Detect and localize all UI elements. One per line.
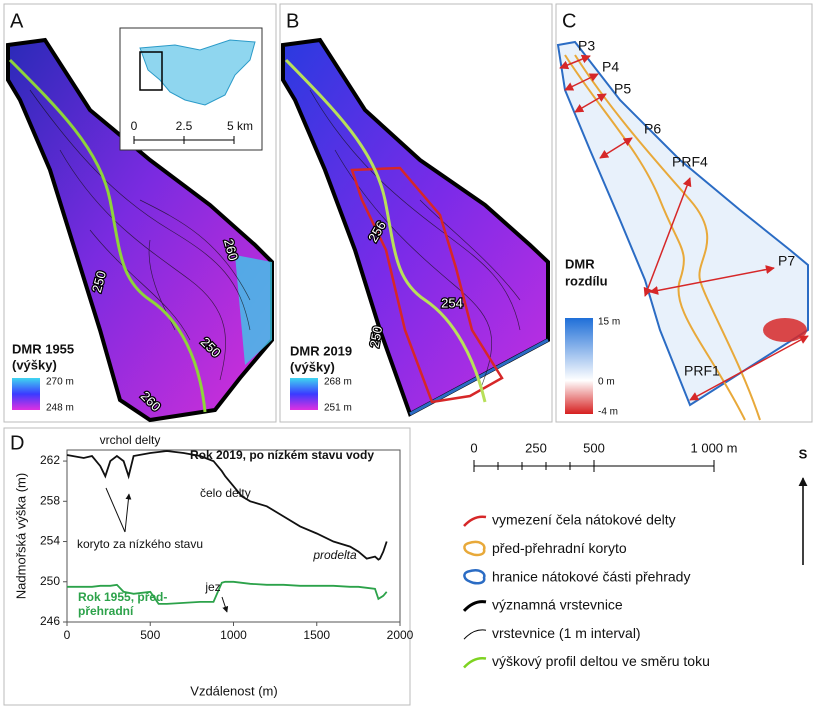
scale-label: 0 <box>470 440 477 455</box>
panel-label: A <box>10 10 24 32</box>
annotation: Rok 2019, po nízkém stavu vody <box>190 448 374 462</box>
panel-b: B 256 254 250 DMR 2019 (výšky) 268 m 251… <box>280 4 552 422</box>
legend-label: výškový profil deltou ve směru toku <box>492 653 710 669</box>
annotation: čelo delty <box>200 486 251 500</box>
legend-icon <box>464 602 486 611</box>
profile-label: PRF4 <box>672 154 708 170</box>
annotation: prodelta <box>312 548 357 562</box>
legend-label: před-přehradní koryto <box>492 540 627 556</box>
profile-label: P7 <box>778 253 795 269</box>
legend-icon <box>464 630 486 639</box>
contour-label: 254 <box>441 295 463 310</box>
y-tick-label: 250 <box>40 574 60 588</box>
y-axis-label: Nadmořská výška (m) <box>13 473 28 599</box>
scale-label: 1 000 m <box>691 440 738 455</box>
profile-label: P5 <box>614 81 631 97</box>
legend-icon <box>464 517 486 526</box>
panel-label: B <box>286 10 299 32</box>
x-tick-label: 2000 <box>387 628 414 642</box>
profile-label: P3 <box>578 38 595 54</box>
x-tick-label: 1000 <box>220 628 247 642</box>
ramp-label: 15 m <box>598 317 620 328</box>
scale-bar: 0 250 500 1 000 m <box>470 440 737 472</box>
panel-a: 0 2.5 5 km A 250 260 250 260 DMR 1955 (v… <box>4 4 276 422</box>
scale-label: 0 <box>131 119 138 133</box>
ramp-label: 248 m <box>46 403 74 414</box>
deposit <box>763 318 807 342</box>
panel-label: C <box>562 10 576 32</box>
y-tick-label: 246 <box>40 614 60 628</box>
legend-title: DMR 1955 <box>12 341 74 356</box>
legend-title: DMR <box>565 256 595 271</box>
panel-label: D <box>10 432 24 454</box>
legend-title: rozdílu <box>565 273 608 288</box>
legend-label: významná vrstevnice <box>492 597 623 613</box>
x-tick-label: 0 <box>64 628 71 642</box>
ramp-label: 251 m <box>324 403 352 414</box>
x-tick-label: 1500 <box>303 628 330 642</box>
profile-label: P6 <box>644 121 661 137</box>
color-ramp <box>290 378 318 410</box>
profile-label: PRF1 <box>684 363 720 379</box>
legend-title: (výšky) <box>12 357 57 372</box>
north-label: S <box>799 446 808 461</box>
ramp-label: -4 m <box>598 407 618 418</box>
annotation: vrchol delty <box>100 433 161 447</box>
color-ramp <box>12 378 40 410</box>
legend-title: (výšky) <box>290 359 335 374</box>
scale-label: 2.5 <box>176 119 193 133</box>
legend-label: vrstevnice (1 m interval) <box>492 625 641 641</box>
legend-icon <box>464 658 486 667</box>
y-tick-label: 262 <box>40 453 60 467</box>
annotation: jez <box>204 580 220 594</box>
legend-label: vymezení čela nátokové delty <box>492 512 676 528</box>
figure: 0 2.5 5 km A 250 260 250 260 DMR 1955 (v… <box>0 0 816 708</box>
scale-label: 250 <box>525 440 547 455</box>
color-ramp <box>565 318 593 414</box>
annotation: Rok 1955, před- <box>78 590 167 604</box>
scale-label: 5 km <box>227 119 253 133</box>
annotation: přehradní <box>78 604 134 618</box>
x-tick-label: 500 <box>140 628 160 642</box>
scale-label: 500 <box>583 440 605 455</box>
profile-label: P4 <box>602 59 619 75</box>
panel-c: C P3 P4 P5 P6 PRF4 P7 PRF1 DMR rozdílu 1… <box>556 4 812 422</box>
legend-icon <box>464 542 484 555</box>
ramp-label: 0 m <box>598 377 615 388</box>
panel-frame <box>4 428 410 705</box>
legend: vymezení čela nátokové delty před-přehrad… <box>464 512 710 670</box>
ramp-label: 270 m <box>46 377 74 388</box>
annotation: koryto za nízkého stavu <box>77 537 203 551</box>
y-tick-label: 258 <box>40 493 60 507</box>
legend-icon <box>464 570 484 583</box>
legend-label: hranice nátokové části přehrady <box>492 568 690 584</box>
legend-title: DMR 2019 <box>290 343 352 358</box>
ramp-label: 268 m <box>324 377 352 388</box>
scale-line <box>474 460 714 472</box>
x-axis-label: Vzdálenost (m) <box>190 683 277 698</box>
y-tick-label: 254 <box>40 534 60 548</box>
